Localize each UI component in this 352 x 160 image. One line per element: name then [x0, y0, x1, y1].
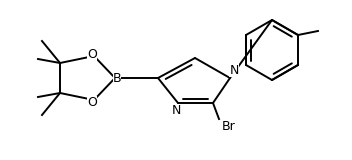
Text: O: O [87, 48, 97, 60]
Text: B: B [113, 72, 121, 84]
Text: O: O [87, 96, 97, 108]
Text: Br: Br [222, 120, 236, 133]
Text: N: N [229, 64, 239, 76]
Text: N: N [171, 104, 181, 117]
